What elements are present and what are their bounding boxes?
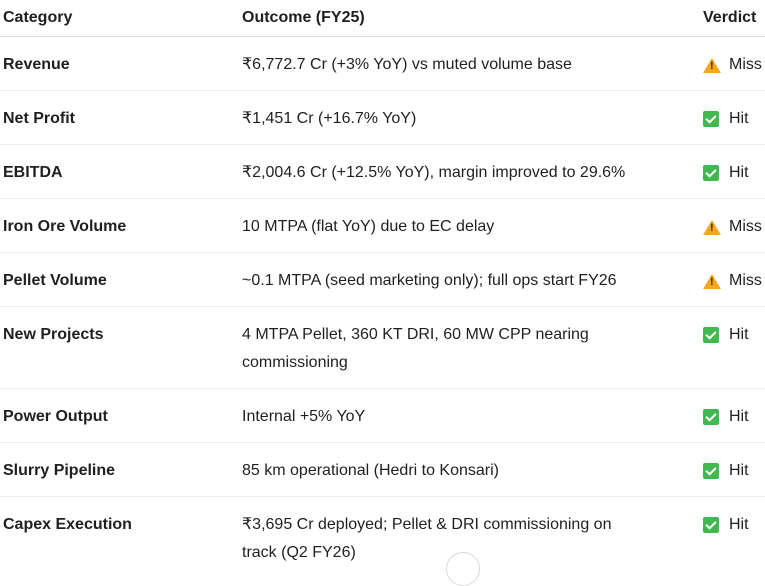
row-category: EBITDA xyxy=(3,164,63,181)
table-row: Pellet Volume ~0.1 MTPA (seed marketing … xyxy=(0,253,765,307)
table-row: New Projects 4 MTPA Pellet, 360 KT DRI, … xyxy=(0,307,765,389)
header-verdict: Verdict xyxy=(703,9,757,26)
warning-icon xyxy=(703,273,721,289)
verdict-label: Hit xyxy=(729,408,749,425)
row-category: Revenue xyxy=(3,56,70,73)
row-outcome: ₹6,772.7 Cr (+3% YoY) vs muted volume ba… xyxy=(242,56,572,73)
warning-icon xyxy=(703,219,721,235)
row-outcome: ₹2,004.6 Cr (+12.5% YoY), margin improve… xyxy=(242,164,626,181)
row-verdict: Hit xyxy=(703,105,765,133)
verdict-label: Miss xyxy=(729,272,762,289)
row-verdict: Hit xyxy=(703,511,765,539)
row-outcome: ~0.1 MTPA (seed marketing only); full op… xyxy=(242,272,617,289)
row-verdict: Miss xyxy=(703,51,765,79)
row-verdict: Hit xyxy=(703,457,765,485)
table-row: Iron Ore Volume 10 MTPA (flat YoY) due t… xyxy=(0,199,765,253)
table-header: Category Outcome (FY25) Verdict xyxy=(0,0,765,37)
row-category: Pellet Volume xyxy=(3,272,107,289)
row-verdict: Hit xyxy=(703,321,765,349)
check-icon xyxy=(703,165,719,181)
row-outcome: Internal +5% YoY xyxy=(242,408,366,425)
results-table: Category Outcome (FY25) Verdict Revenue … xyxy=(0,0,765,569)
row-verdict: Miss xyxy=(703,267,765,295)
row-category: Iron Ore Volume xyxy=(3,218,127,235)
table-row: Revenue ₹6,772.7 Cr (+3% YoY) vs muted v… xyxy=(0,37,765,91)
check-icon xyxy=(703,111,719,127)
check-icon xyxy=(703,327,719,343)
table-row: Net Profit ₹1,451 Cr (+16.7% YoY) Hit xyxy=(0,91,765,145)
row-category: Net Profit xyxy=(3,110,75,127)
verdict-label: Hit xyxy=(729,164,749,181)
table-row: EBITDA ₹2,004.6 Cr (+12.5% YoY), margin … xyxy=(0,145,765,199)
header-outcome: Outcome (FY25) xyxy=(242,9,365,26)
check-icon xyxy=(703,463,719,479)
verdict-label: Miss xyxy=(729,218,762,235)
row-outcome: ₹3,695 Cr deployed; Pellet & DRI commiss… xyxy=(242,516,612,561)
table-row: Capex Execution ₹3,695 Cr deployed; Pell… xyxy=(0,497,765,569)
verdict-label: Hit xyxy=(729,326,749,343)
verdict-label: Hit xyxy=(729,462,749,479)
row-outcome: ₹1,451 Cr (+16.7% YoY) xyxy=(242,110,417,127)
verdict-label: Hit xyxy=(729,516,749,533)
check-icon xyxy=(703,517,719,533)
table-row: Power Output Internal +5% YoY Hit xyxy=(0,389,765,443)
row-outcome: 85 km operational (Hedri to Konsari) xyxy=(242,462,500,479)
row-category: Slurry Pipeline xyxy=(3,462,116,479)
warning-icon xyxy=(703,57,721,73)
row-verdict: Miss xyxy=(703,213,765,241)
row-verdict: Hit xyxy=(703,159,765,187)
row-outcome: 4 MTPA Pellet, 360 KT DRI, 60 MW CPP nea… xyxy=(242,326,589,371)
row-category: Power Output xyxy=(3,408,108,425)
row-category: New Projects xyxy=(3,326,104,343)
check-icon xyxy=(703,409,719,425)
header-category: Category xyxy=(3,9,73,26)
table-row: Slurry Pipeline 85 km operational (Hedri… xyxy=(0,443,765,497)
scroll-down-button[interactable] xyxy=(446,552,480,586)
row-category: Capex Execution xyxy=(3,516,132,533)
verdict-label: Hit xyxy=(729,110,749,127)
row-verdict: Hit xyxy=(703,403,765,431)
row-outcome: 10 MTPA (flat YoY) due to EC delay xyxy=(242,218,495,235)
verdict-label: Miss xyxy=(729,56,762,73)
